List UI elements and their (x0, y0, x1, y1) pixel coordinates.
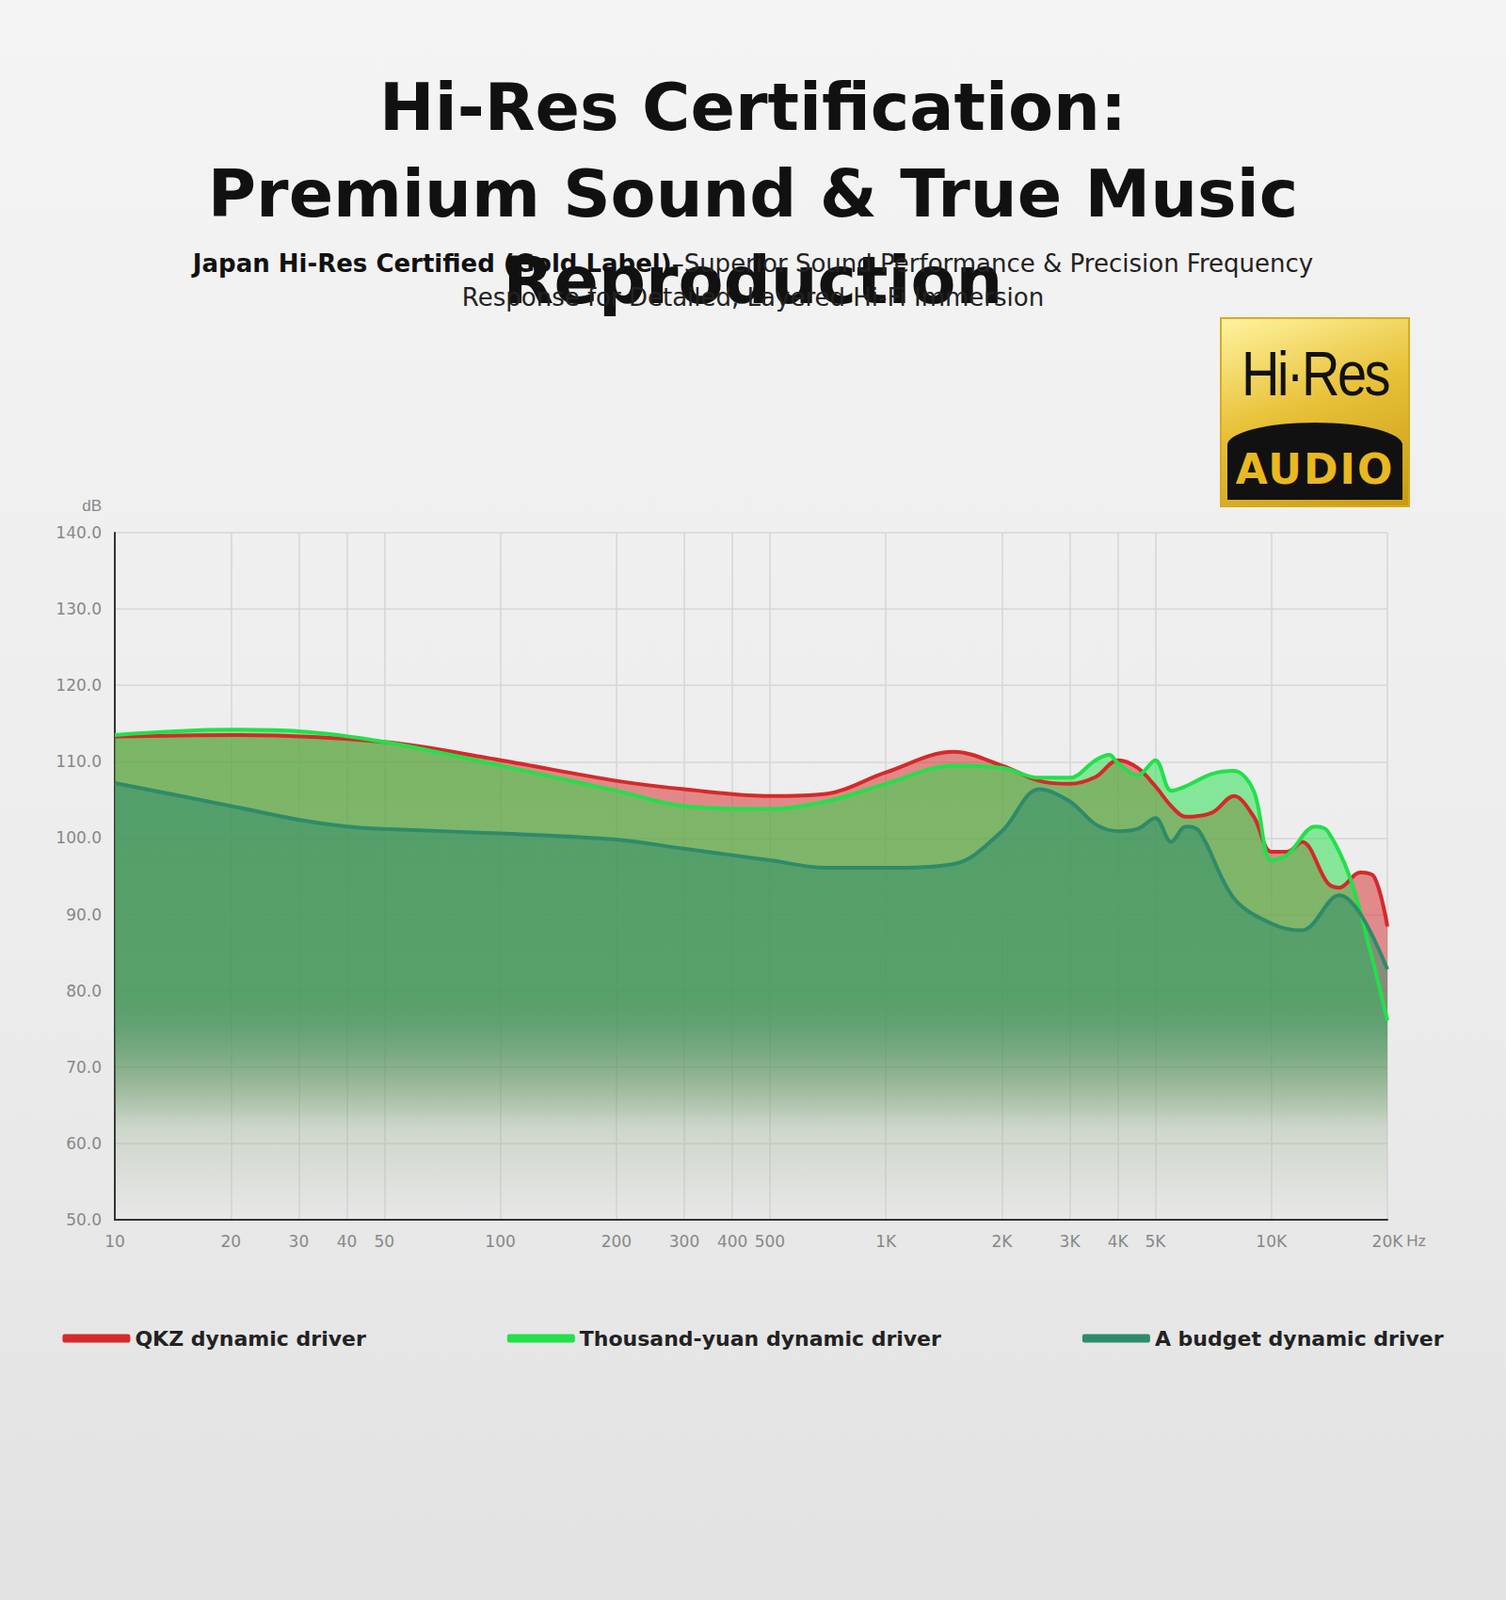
svg-text:100.0: 100.0 (55, 828, 102, 848)
svg-text:50.0: 50.0 (65, 1210, 102, 1230)
svg-text:400: 400 (717, 1232, 748, 1251)
svg-text:200: 200 (601, 1232, 632, 1251)
html-text:Hi·Res: Hi·Res (1241, 338, 1389, 409)
svg-text:A budget dynamic driver: A budget dynamic driver (1154, 1327, 1444, 1351)
svg-text:50: 50 (373, 1232, 395, 1251)
svg-text:100: 100 (484, 1232, 515, 1251)
svg-text:60.0: 60.0 (65, 1134, 102, 1154)
svg-text:30: 30 (288, 1232, 310, 1251)
svg-text:4K: 4K (1107, 1232, 1130, 1251)
svg-text:Thousand-yuan dynamic driver: Thousand-yuan dynamic driver (579, 1327, 942, 1351)
svg-text:20K: 20K (1372, 1232, 1405, 1251)
svg-text:dB: dB (81, 496, 102, 515)
svg-text:500: 500 (754, 1232, 786, 1251)
svg-text:3K: 3K (1059, 1232, 1082, 1251)
svg-text:140.0: 140.0 (55, 523, 102, 543)
svg-text:300: 300 (669, 1232, 700, 1251)
svg-text:2K: 2K (991, 1232, 1013, 1251)
svg-text:QKZ dynamic driver: QKZ dynamic driver (134, 1327, 367, 1351)
svg-text:130.0: 130.0 (55, 599, 102, 619)
html-text:AUDIO: AUDIO (1235, 445, 1395, 494)
html-text:Japan Hi-Res Certified (Gold L: Japan Hi-Res Certified (Gold Label) –Sup… (192, 249, 1314, 312)
svg-text:70.0: 70.0 (65, 1057, 102, 1077)
svg-text:20: 20 (220, 1232, 241, 1251)
html-text:Hi-Res Certification:: Hi-Res Certification: (379, 68, 1127, 146)
svg-text:80.0: 80.0 (65, 981, 102, 1001)
svg-text:5K: 5K (1144, 1232, 1167, 1251)
svg-text:10K: 10K (1255, 1232, 1288, 1251)
svg-text:40: 40 (336, 1232, 358, 1251)
svg-text:120.0: 120.0 (55, 675, 102, 695)
svg-text:90.0: 90.0 (65, 905, 102, 925)
html-text:Premium Sound & True Music Rep: Premium Sound & True Music Reproduction (207, 155, 1299, 320)
svg-text:1K: 1K (875, 1232, 898, 1251)
svg-text:10: 10 (104, 1232, 126, 1251)
svg-text:Hz: Hz (1406, 1232, 1426, 1250)
svg-text:110.0: 110.0 (55, 752, 102, 771)
